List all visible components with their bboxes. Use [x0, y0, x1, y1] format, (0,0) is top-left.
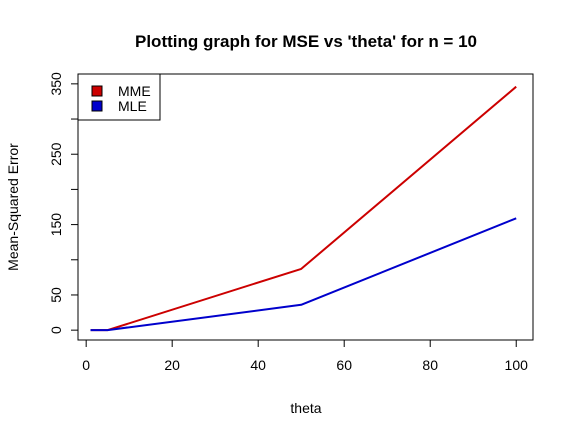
legend-swatch-mle [92, 101, 102, 111]
x-tick-label: 40 [250, 357, 266, 373]
y-axis: 0 50 150 250 350 [48, 72, 78, 334]
y-tick-label: 50 [48, 287, 64, 303]
x-axis-label: theta [290, 400, 321, 416]
y-tick-label: 0 [48, 326, 64, 334]
legend-label-mme: MME [118, 83, 151, 99]
y-axis-label: Mean-Squared Error [5, 143, 21, 271]
x-tick-label: 80 [422, 357, 438, 373]
legend-swatch-mme [92, 86, 102, 96]
legend-label-mle: MLE [118, 98, 147, 114]
legend: MME MLE [78, 74, 160, 120]
y-tick-label: 250 [48, 142, 64, 166]
series-line-mme [91, 87, 517, 330]
x-tick-label: 100 [505, 357, 529, 373]
x-tick-label: 0 [82, 357, 90, 373]
y-tick-label: 150 [48, 213, 64, 237]
y-tick-label: 350 [48, 72, 64, 96]
chart-title: Plotting graph for MSE vs 'theta' for n … [135, 32, 477, 51]
x-tick-label: 60 [336, 357, 352, 373]
series-line-mle [91, 218, 517, 330]
x-tick-label: 20 [164, 357, 180, 373]
series-group [91, 87, 517, 330]
x-axis: 0 20 40 60 80 100 [82, 340, 528, 373]
